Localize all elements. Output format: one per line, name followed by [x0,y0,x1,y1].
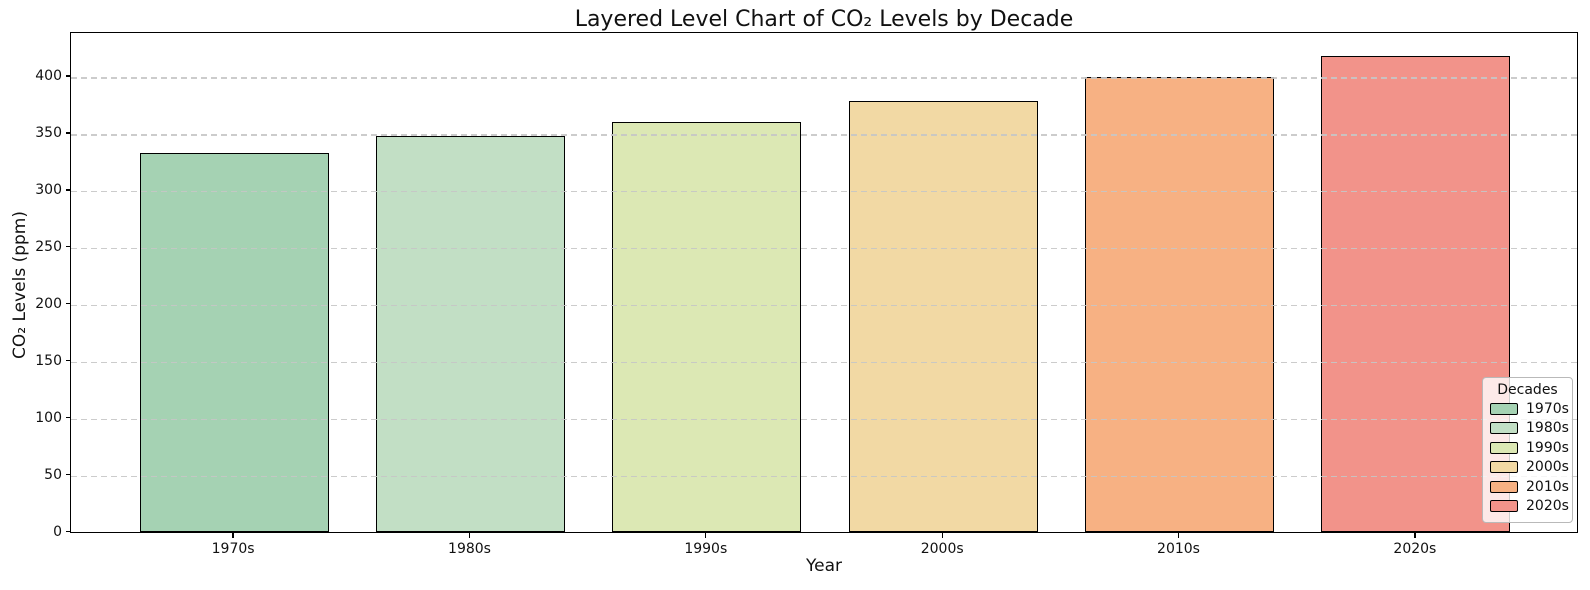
legend-swatch [1490,500,1518,513]
y-tick-mark [66,189,70,191]
y-tick-mark [66,416,70,419]
x-tick-mark [468,533,471,538]
y-tick-mark [66,360,70,362]
y-tick-label: 250 [35,238,62,255]
legend-entry-1980s: 1980s [1483,419,1572,439]
legend-label: 2010s [1526,478,1569,495]
gridline-350 [71,134,1577,136]
y-tick-label: 0 [53,523,62,540]
x-tick-label: 2010s [1157,541,1200,557]
y-tick-mark [66,303,70,305]
chart-title: Layered Level Chart of CO₂ Levels by Dec… [574,7,1074,32]
legend-entry-2010s: 2010s [1483,477,1572,497]
x-tick-label: 1970s [211,541,255,557]
y-axis-label: CO₂ Levels (ppm) [10,211,30,360]
legend-swatch [1490,422,1518,435]
x-tick-mark [1414,533,1416,538]
x-tick-mark [705,533,707,538]
x-tick-mark [941,533,943,538]
bar-2000s [848,100,1038,532]
y-tick-label: 50 [44,466,62,483]
legend: Decades 1970s 1980s 1990s 2000s 2010s 2020s [1482,377,1573,523]
x-axis-label: Year [806,556,842,576]
legend-swatch [1490,480,1518,493]
bar-1980s [375,135,565,532]
legend-title: Decades [1497,382,1558,398]
x-tick-mark [1177,533,1180,538]
x-tick-label: 1990s [684,541,728,557]
x-tick-label: 2000s [920,541,964,557]
y-tick-mark [66,75,70,77]
legend-entries: 1970s 1980s 1990s 2000s 2010s 2020s [1483,399,1572,516]
legend-entry-1970s: 1970s [1483,399,1572,419]
legend-label: 2000s [1526,459,1569,476]
gridline-100 [71,418,1577,421]
legend-swatch [1490,461,1518,474]
y-tick-label: 200 [35,295,62,312]
legend-entry-1990s: 1990s [1483,438,1572,458]
y-tick-mark [66,246,70,248]
bar-1970s [139,152,329,532]
y-tick-label: 350 [35,125,62,141]
legend-label: 2020s [1526,498,1569,515]
x-tick-label: 1980s [448,541,491,557]
y-tick-label: 100 [35,409,62,426]
bar-2010s [1085,76,1275,532]
legend-entry-2020s: 2020s [1483,497,1572,517]
legend-label: 1970s [1526,400,1569,417]
x-tick-mark [232,533,234,538]
x-tick-label: 2020s [1393,541,1437,557]
y-tick-mark [66,473,70,476]
gridline-400 [71,77,1577,79]
gridline-250 [71,247,1577,250]
gridline-200 [71,304,1577,307]
y-tick-label: 400 [35,68,62,84]
y-tick-mark [66,530,70,533]
gridline-300 [71,190,1577,193]
y-tick-label: 150 [35,352,62,369]
legend-entry-2000s: 2000s [1483,458,1572,478]
bar-1990s [612,122,802,532]
plot-area [70,32,1578,533]
gridline-150 [71,361,1577,364]
y-tick-mark [66,132,70,134]
y-tick-label: 300 [35,181,62,198]
legend-label: 1980s [1526,420,1569,437]
legend-swatch [1490,402,1518,415]
gridline-50 [71,475,1577,478]
legend-swatch [1490,441,1518,454]
legend-label: 1990s [1526,439,1569,456]
